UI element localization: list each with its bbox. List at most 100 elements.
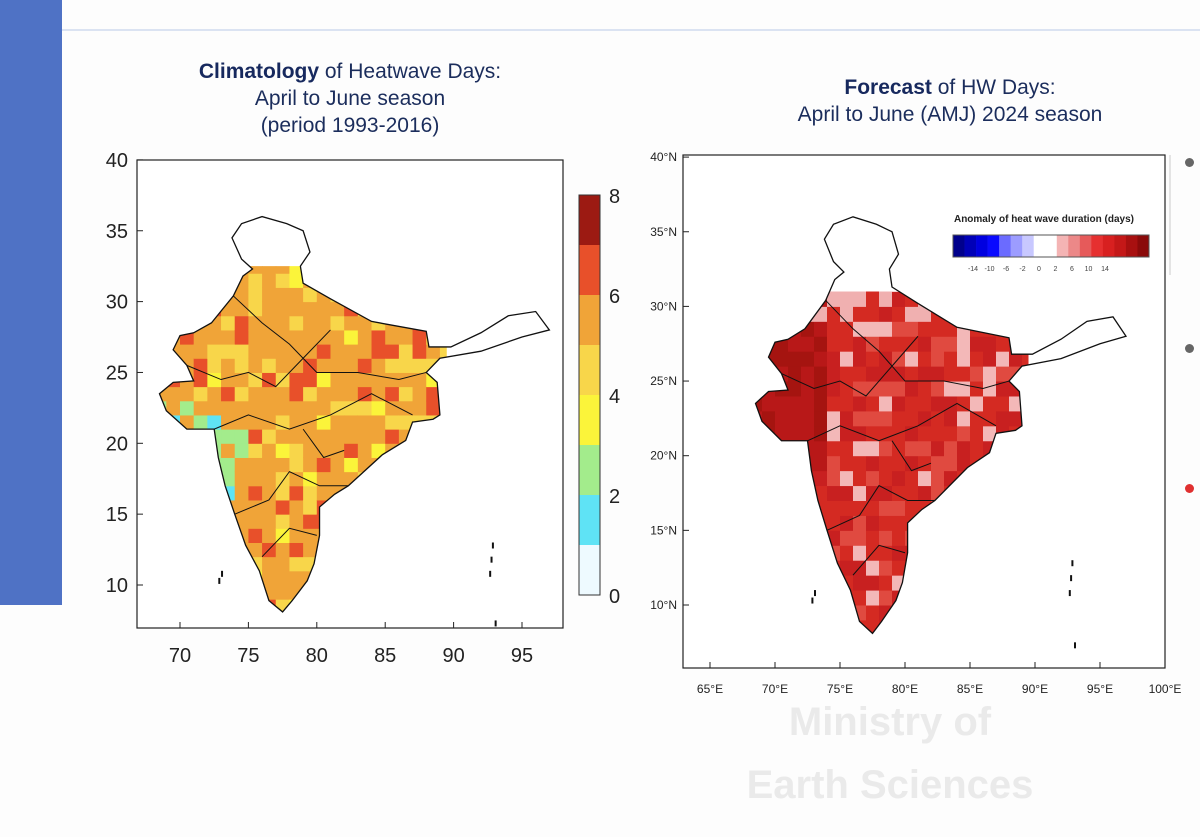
grid-cell (918, 336, 932, 352)
grid-cell (248, 400, 263, 416)
grid-cell (892, 500, 906, 516)
grid-cell (827, 485, 841, 501)
state-boundary (825, 300, 1010, 390)
grid-cell (289, 556, 304, 572)
legend-swatch (976, 235, 988, 257)
grid-cell (840, 455, 854, 472)
y-tick-label: 15 (106, 504, 128, 526)
grid-cell (330, 329, 345, 345)
x-tick-label: 75°E (827, 682, 853, 696)
grid-cell (289, 400, 304, 416)
grid-cell (303, 485, 318, 501)
grid-cell (344, 358, 359, 373)
legend-swatch (1114, 235, 1127, 257)
grid-cell (931, 455, 945, 472)
grid-cell (853, 470, 867, 487)
grid-cell (983, 395, 997, 412)
y-tick-label: 25 (106, 362, 128, 384)
grid-cell (814, 455, 828, 472)
island (811, 597, 814, 604)
watermark-line1: Ministry of (788, 700, 992, 744)
grid-cell (983, 410, 997, 427)
island (489, 570, 492, 577)
grid-cell (879, 440, 893, 457)
grid-cell (1009, 395, 1023, 412)
grid-cell (316, 471, 331, 487)
legend-swatch (1033, 235, 1046, 257)
grid-cell (303, 514, 318, 529)
grid-cell (344, 457, 359, 473)
grid-cell (357, 429, 373, 444)
grid-cell (262, 528, 277, 543)
grid-cell (275, 287, 290, 303)
grid-cell (180, 386, 195, 402)
grid-cell (275, 542, 290, 558)
grid-cell (853, 366, 867, 382)
grid-cell (316, 301, 331, 317)
grid-cell (996, 395, 1010, 412)
grid-cell (983, 381, 997, 397)
right-map-country-outline (754, 216, 1128, 635)
x-tick-label: 90 (442, 645, 464, 667)
grid-cell (371, 400, 386, 416)
legend-tick-label: 6 (1070, 266, 1074, 273)
grid-cell (827, 500, 841, 516)
grid-cell (371, 329, 386, 345)
grid-cell (234, 301, 249, 317)
right-map-title: Forecast of HW Days: April to June (AMJ)… (797, 76, 1103, 126)
slide-accent-bar (0, 0, 62, 605)
grid-cell (918, 440, 932, 457)
grid-cell (931, 336, 945, 352)
grid-cell (330, 429, 345, 444)
y-tick-label: 20°N (650, 449, 677, 463)
legend-swatch (1056, 235, 1069, 257)
grid-cell (879, 485, 893, 501)
grid-cell (892, 560, 906, 576)
grid-cell (853, 306, 867, 322)
grid-cell (762, 395, 776, 412)
grid-cell (262, 266, 277, 274)
state-boundary (826, 484, 935, 531)
legend-swatch (1068, 235, 1081, 257)
grid-cell (303, 457, 318, 473)
grid-cell (866, 395, 880, 412)
left-map (136, 159, 564, 629)
grid-cell (840, 366, 854, 382)
grid-cell (827, 410, 841, 427)
grid-cell (234, 400, 249, 416)
grid-cell (371, 414, 386, 430)
grid-cell (866, 575, 880, 591)
grid-cell (1009, 410, 1023, 427)
grid-cell (289, 329, 304, 345)
legend-tick-label: 10 (1085, 266, 1093, 273)
grid-cell (827, 425, 841, 442)
x-tick-label: 70°E (762, 682, 788, 696)
grid-cell (262, 457, 277, 473)
grid-cell (289, 443, 304, 458)
grid-cell (827, 291, 841, 292)
grid-cell (180, 344, 195, 359)
grid-cell (866, 470, 880, 487)
watermark-line2: Earth Sciences (746, 763, 1034, 807)
grid-cell (905, 470, 919, 487)
grid-cell (275, 315, 290, 331)
grid-cell (905, 410, 919, 427)
grid-cell (166, 400, 181, 416)
grid-cell (207, 329, 222, 345)
grid-cell (840, 321, 854, 337)
legend-tick-label: -14 (968, 266, 978, 273)
grid-cell (853, 336, 867, 352)
grid-cell (371, 344, 386, 359)
grid-cell (866, 366, 880, 382)
grid-cell (330, 315, 345, 331)
grid-cell (970, 425, 984, 442)
island (814, 590, 816, 597)
grid-cell (275, 400, 290, 416)
grid-cell (221, 443, 236, 458)
grid-cell (330, 372, 345, 388)
grid-cell (262, 499, 277, 515)
grid-cell (357, 358, 373, 373)
y-tick-label: 10°N (650, 598, 677, 612)
grid-cell (827, 366, 841, 382)
grid-cell (398, 414, 414, 430)
